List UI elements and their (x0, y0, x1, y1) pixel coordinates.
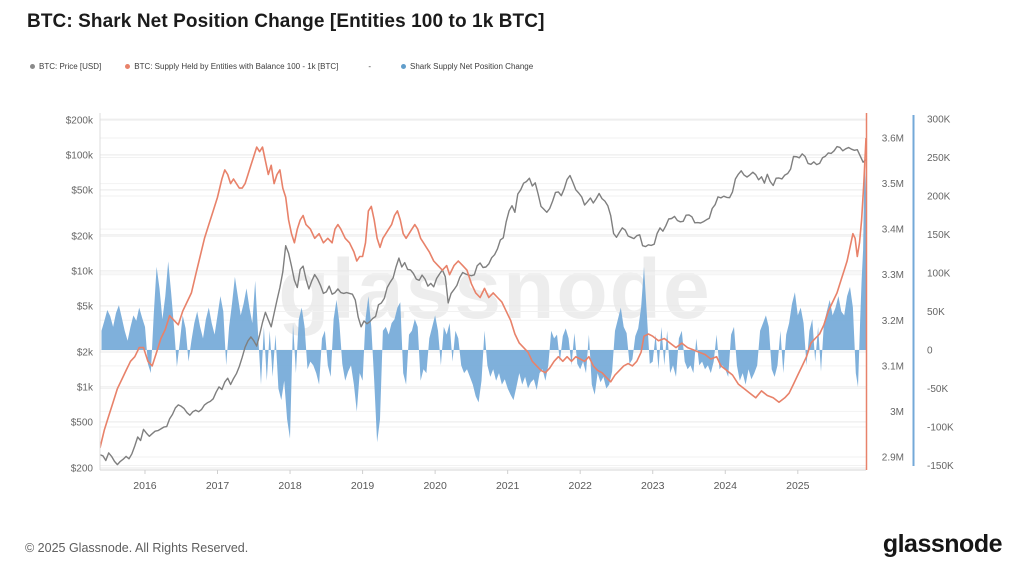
y-axis-net-tick: 200K (927, 192, 951, 203)
y-axis-price-tick: $500 (71, 417, 94, 428)
x-axis-tick: 2018 (278, 480, 302, 492)
x-axis-tick: 2021 (496, 480, 520, 492)
legend: BTC: Price [USD] BTC: Supply Held by Enti… (30, 62, 557, 71)
x-axis-tick: 2017 (206, 480, 230, 492)
y-axis-net-tick: 150K (927, 230, 951, 241)
page-title: BTC: Shark Net Position Change [Entities… (27, 11, 545, 32)
x-axis-tick: 2023 (641, 480, 665, 492)
y-axis-price-tick: $200k (66, 116, 94, 127)
y-axis-price-tick: $50k (71, 185, 94, 196)
net-position-area (101, 157, 866, 443)
legend-item-label: BTC: Supply Held by Entities with Balanc… (134, 62, 339, 71)
y-axis-supply-labels: 3.6M 3.5M 3.4M 3.3M 3.2M 3.1M 3M 2.9M (882, 134, 904, 464)
y-axis-net-tick: 100K (927, 269, 951, 280)
y-axis-net-tick: -100K (927, 423, 954, 434)
y-axis-price-tick: $1k (77, 382, 94, 393)
legend-item-label: Shark Supply Net Position Change (410, 62, 534, 71)
y-axis-price-tick: $20k (71, 232, 94, 243)
y-axis-supply-tick: 3.6M (882, 134, 904, 145)
legend-separator: - (368, 62, 371, 71)
y-axis-price-tick: $5k (77, 301, 94, 312)
y-axis-supply-tick: 3.3M (882, 270, 904, 281)
legend-item-label: BTC: Price [USD] (39, 62, 102, 71)
y-axis-supply-tick: 2.9M (882, 453, 904, 464)
y-axis-supply-tick: 3.1M (882, 361, 904, 372)
supply-line (100, 137, 866, 449)
y-axis-price-tick: $100k (66, 150, 94, 161)
legend-marker-icon (401, 64, 406, 69)
x-axis-tick: 2020 (423, 480, 447, 492)
y-axis-net-tick: -50K (927, 384, 948, 395)
y-axis-net-tick: 300K (927, 115, 951, 126)
y-axis-price-tick: $10k (71, 266, 94, 277)
x-axis-labels: 2016 2017 2018 2019 2020 2021 2022 2023 2024 2025 (133, 470, 810, 492)
y-axis-supply-tick: 3.4M (882, 225, 904, 236)
legend-item-2[interactable]: BTC: Supply Held by Entities with Balanc… (125, 62, 338, 71)
y-axis-supply-tick: 3.5M (882, 179, 904, 190)
x-axis-tick: 2025 (786, 480, 810, 492)
legend-marker-icon (125, 64, 131, 69)
x-axis-tick: 2019 (351, 480, 375, 492)
y-axis-net-tick: 0 (927, 346, 933, 357)
y-axis-supply-tick: 3.2M (882, 316, 904, 327)
y-axis-net-labels: 300K 250K 200K 150K 100K 50K 0 -50K -100K -150K (927, 115, 954, 473)
y-axis-price-tick: $2k (77, 348, 94, 359)
y-axis-supply-tick: 3M (890, 407, 904, 418)
x-axis-tick: 2022 (569, 480, 593, 492)
glassnode-logo: glassnode (882, 530, 1003, 558)
x-axis-tick: 2016 (133, 480, 157, 492)
y-axis-price-labels: $200k $100k $50k $20k $10k $5k $2k $1k $500 $200 (66, 116, 94, 475)
y-axis-net-tick: -150K (927, 461, 954, 472)
legend-item-1[interactable]: BTC: Price [USD] (30, 62, 101, 71)
gridlines (100, 118, 866, 469)
legend-item-3[interactable]: Shark Supply Net Position Change (401, 62, 533, 71)
x-axis-tick: 2024 (714, 480, 738, 492)
y-axis-net-tick: 250K (927, 153, 951, 164)
copyright: © 2025 Glassnode. All Rights Reserved. (25, 541, 249, 555)
price-line (100, 145, 866, 466)
y-axis-price-tick: $200 (71, 464, 94, 475)
y-axis-net-tick: 50K (927, 307, 945, 318)
legend-marker-icon (30, 64, 35, 69)
